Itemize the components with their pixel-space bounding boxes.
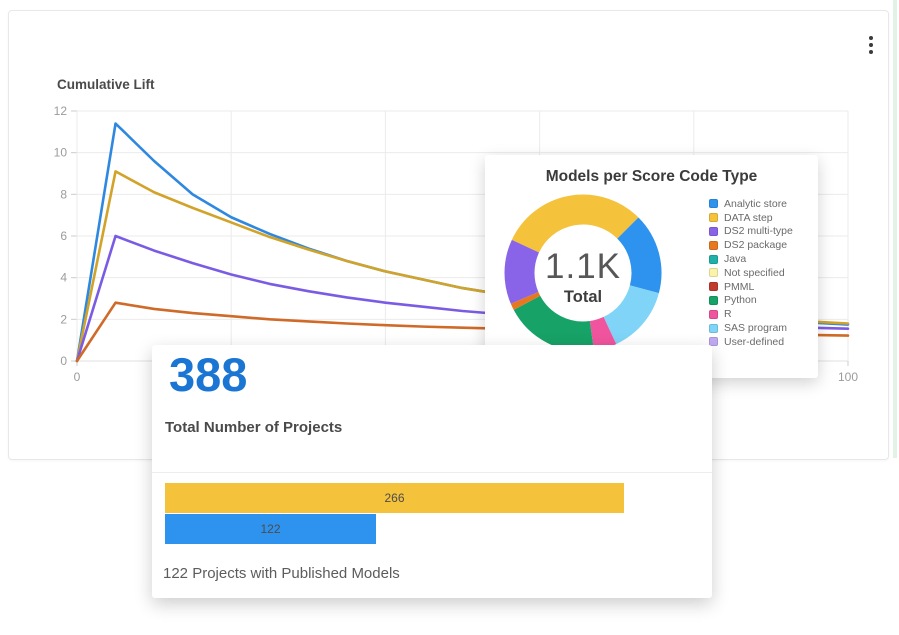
legend-label: User-defined — [724, 335, 785, 348]
total-projects-label: Total Number of Projects — [165, 419, 343, 436]
bar-122[interactable]: 122 — [165, 514, 376, 544]
y-tick-label: 2 — [60, 312, 67, 326]
divider — [152, 472, 712, 473]
total-projects-card: 388 Total Number of Projects 266 122 122 … — [152, 345, 712, 598]
legend-swatch — [709, 254, 718, 264]
donut-segment-sas-program[interactable] — [602, 284, 659, 345]
donut-chart-title: Models per Score Code Type — [545, 168, 758, 185]
legend-label: Not specified — [724, 266, 785, 279]
total-projects-value: 388 — [169, 348, 248, 401]
legend-swatch — [709, 282, 718, 292]
bar-266[interactable]: 266 — [165, 483, 624, 513]
donut-legend: Analytic store DATA step DS2 multi-type DS2… — [709, 197, 793, 349]
donut-segment-analytic-store[interactable] — [616, 217, 662, 294]
legend-label: DATA step — [724, 211, 773, 224]
bar-row: 122 — [165, 514, 699, 544]
legend-label: Python — [724, 294, 757, 307]
y-tick-label: 0 — [60, 354, 67, 368]
donut-segment-python[interactable] — [513, 295, 594, 352]
legend-label: PMML — [724, 280, 755, 293]
published-models-caption: 122 Projects with Published Models — [163, 565, 400, 582]
legend-label: SAS program — [724, 322, 788, 335]
legend-swatch — [709, 309, 718, 319]
x-tick-label: 0 — [74, 370, 81, 384]
legend-label: Analytic store — [724, 197, 788, 210]
legend-swatch — [709, 213, 718, 223]
projects-bar-chart: 266 122 — [165, 483, 699, 545]
donut-segment-ds2-multi-type[interactable] — [504, 239, 540, 304]
y-tick-label: 4 — [60, 271, 67, 285]
legend-swatch — [709, 199, 718, 209]
more-options-button[interactable] — [858, 29, 884, 61]
y-tick-label: 10 — [54, 146, 68, 160]
score-code-type-donut-chart — [504, 194, 662, 352]
legend-swatch — [709, 323, 718, 333]
legend-label: Java — [724, 253, 747, 266]
legend-item-ds2-package: DS2 package — [709, 238, 793, 252]
legend-swatch — [709, 337, 718, 347]
screen-edge-artifact — [893, 0, 897, 458]
bar-value-label: 122 — [260, 522, 281, 536]
kebab-menu-icon — [869, 36, 873, 40]
y-tick-label: 12 — [54, 104, 68, 118]
x-tick-label: 100 — [838, 370, 858, 384]
legend-swatch — [709, 240, 718, 250]
bar-value-label: 266 — [384, 491, 405, 505]
legend-swatch — [709, 295, 718, 305]
legend-item-ds2-multi-type: DS2 multi-type — [709, 225, 793, 239]
legend-label: R — [724, 308, 732, 321]
legend-swatch — [709, 268, 718, 278]
donut-segment-ds2-package[interactable] — [510, 291, 541, 310]
y-tick-label: 8 — [60, 187, 67, 201]
bar-row: 266 — [165, 483, 699, 513]
legend-item-user-defined: User-defined — [709, 335, 793, 349]
legend-item-java: Java — [709, 252, 793, 266]
donut-segment-data-step[interactable] — [511, 194, 639, 254]
legend-label: DS2 multi-type — [724, 225, 793, 238]
legend-item-analytic-store: Analytic store — [709, 197, 793, 211]
legend-item-r: R — [709, 307, 793, 321]
donut-segment-r[interactable] — [589, 316, 617, 351]
lift-chart-title: Cumulative Lift — [57, 77, 155, 92]
legend-swatch — [709, 226, 718, 236]
legend-item-pmml: PMML — [709, 280, 793, 294]
legend-label: DS2 package — [724, 239, 788, 252]
models-per-score-code-type-card: Models per Score Code Type 1.1K Total An… — [485, 155, 818, 378]
legend-item-not-specified: Not specified — [709, 266, 793, 280]
y-tick-label: 6 — [60, 229, 67, 243]
legend-item-python: Python — [709, 294, 793, 308]
legend-item-sas-program: SAS program — [709, 321, 793, 335]
legend-item-data-step: DATA step — [709, 211, 793, 225]
